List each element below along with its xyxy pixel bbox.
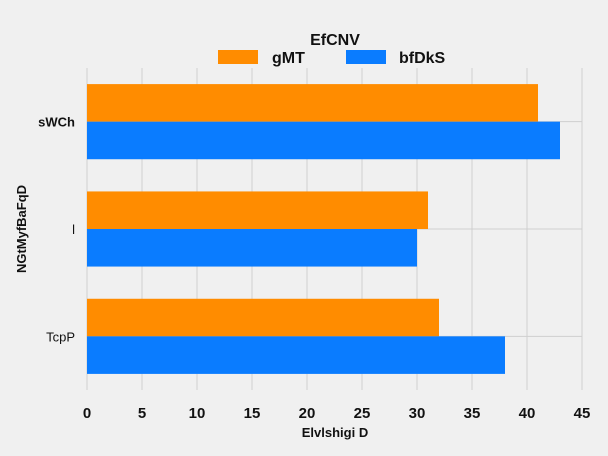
- legend-swatch-gmt: [218, 50, 258, 64]
- legend-label-bfdks: bfDkS: [399, 50, 446, 67]
- bar-gmt-l: [87, 191, 428, 229]
- bar-bfdks-tcpp: [87, 336, 505, 374]
- x-tick-label: 40: [519, 405, 536, 422]
- legend-swatch-bfdks: [346, 50, 386, 64]
- x-tick-label: 20: [299, 405, 316, 422]
- legend-label-gmt: gMT: [272, 50, 305, 67]
- x-tick-label: 25: [354, 405, 371, 422]
- x-tick-label: 15: [244, 405, 261, 422]
- y-axis-label: NGtMyfBaFqD: [14, 185, 29, 273]
- y-tick-labels: sWCh l TcpP: [38, 115, 75, 345]
- y-tick-label: l: [72, 222, 75, 237]
- x-tick-label: 5: [138, 405, 146, 422]
- x-tick-label: 45: [574, 405, 591, 422]
- legend: gMT bfDkS: [218, 50, 446, 67]
- bar-bfdks-l: [87, 229, 417, 267]
- x-tick-label: 10: [189, 405, 206, 422]
- y-tick-label: sWCh: [38, 115, 75, 130]
- bar-gmt-tcpp: [87, 298, 439, 337]
- x-axis-label: Elvlshigi D: [302, 425, 368, 440]
- bar-gmt-swch: [87, 84, 538, 122]
- bar-bfdks-swch: [87, 121, 560, 160]
- y-tick-label: TcpP: [46, 329, 75, 344]
- bars: [87, 84, 560, 374]
- x-tick-label: 30: [409, 405, 426, 422]
- x-tick-label: 0: [83, 405, 91, 422]
- x-tick-labels: 0 5 10 15 20 25 30 35 40 45: [83, 405, 591, 422]
- x-tick-label: 35: [464, 405, 481, 422]
- chart-title: EfCNV: [310, 32, 360, 49]
